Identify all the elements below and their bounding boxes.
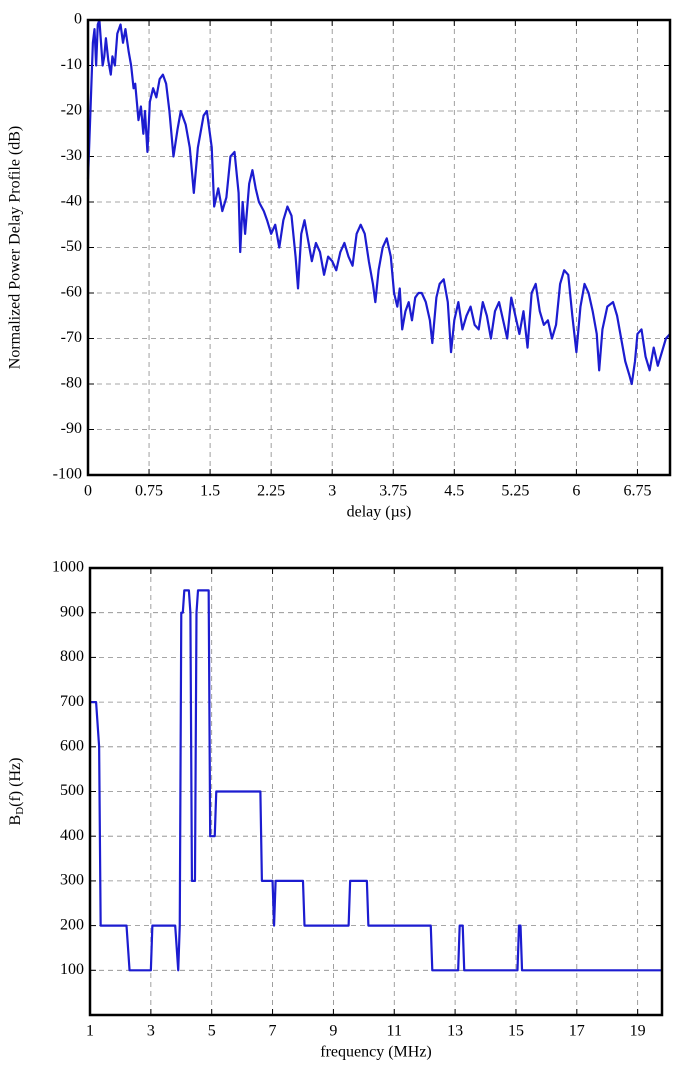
- x-axis-label: delay (µs): [347, 504, 412, 521]
- y-axis-label-sub: D: [14, 807, 26, 815]
- y-tick-label: 100: [60, 961, 84, 978]
- y-tick-label: 0: [74, 11, 82, 28]
- x-tick-label: 19: [630, 1023, 646, 1040]
- x-tick-label: 9: [329, 1023, 337, 1040]
- x-tick-label: 13: [447, 1023, 463, 1040]
- y-axis-label-rest: (f) (Hz): [7, 758, 24, 807]
- y-tick-label: -90: [61, 420, 82, 437]
- x-tick-label: 6: [572, 483, 580, 500]
- y-axis-label-base: B: [7, 815, 24, 826]
- y-tick-label: -30: [61, 147, 82, 164]
- y-tick-label: 600: [60, 737, 84, 754]
- y-tick-label: 700: [60, 693, 84, 710]
- x-tick-label: 7: [269, 1023, 277, 1040]
- x-tick-label: 17: [569, 1023, 585, 1040]
- y-axis-label: Normalized Power Delay Profile (dB): [7, 126, 24, 369]
- y-tick-label: -60: [61, 284, 82, 301]
- data-line: [90, 589, 662, 972]
- x-tick-label: 1: [86, 1023, 94, 1040]
- y-tick-label: -80: [61, 375, 82, 392]
- x-tick-label: 3.75: [379, 483, 407, 500]
- y-tick-label: 200: [60, 916, 84, 933]
- x-tick-label: 11: [387, 1023, 402, 1040]
- y-axis-label: BD(f) (Hz): [7, 758, 26, 826]
- y-tick-label: -40: [61, 193, 82, 210]
- x-tick-label: 6.75: [623, 483, 651, 500]
- y-tick-label: 1000: [52, 559, 84, 576]
- x-tick-label: 0: [84, 483, 92, 500]
- plot-frame: [86, 18, 672, 477]
- y-tick-label: -50: [61, 238, 82, 255]
- x-tick-label: 3: [147, 1023, 155, 1040]
- y-tick-label: 500: [60, 782, 84, 799]
- x-tick-label: 5.25: [501, 483, 529, 500]
- y-tick-label: 900: [60, 603, 84, 620]
- y-tick-label: -10: [61, 56, 82, 73]
- y-tick-label: -100: [53, 466, 82, 483]
- y-tick-label: -20: [61, 102, 82, 119]
- x-tick-label: 15: [508, 1023, 524, 1040]
- y-tick-label: 300: [60, 872, 84, 889]
- x-tick-label: 2.25: [257, 483, 285, 500]
- x-tick-label: 0.75: [135, 483, 163, 500]
- y-tick-label: -70: [61, 329, 82, 346]
- plot-frame: [88, 566, 664, 1017]
- data-line: [86, 18, 671, 386]
- y-tick-label: 800: [60, 648, 84, 665]
- x-tick-label: 5: [208, 1023, 216, 1040]
- x-tick-label: 3: [328, 483, 336, 500]
- x-tick-label: 1.5: [200, 483, 220, 500]
- y-tick-label: 400: [60, 827, 84, 844]
- x-axis-label: frequency (MHz): [320, 1044, 432, 1061]
- x-tick-label: 4.5: [444, 483, 464, 500]
